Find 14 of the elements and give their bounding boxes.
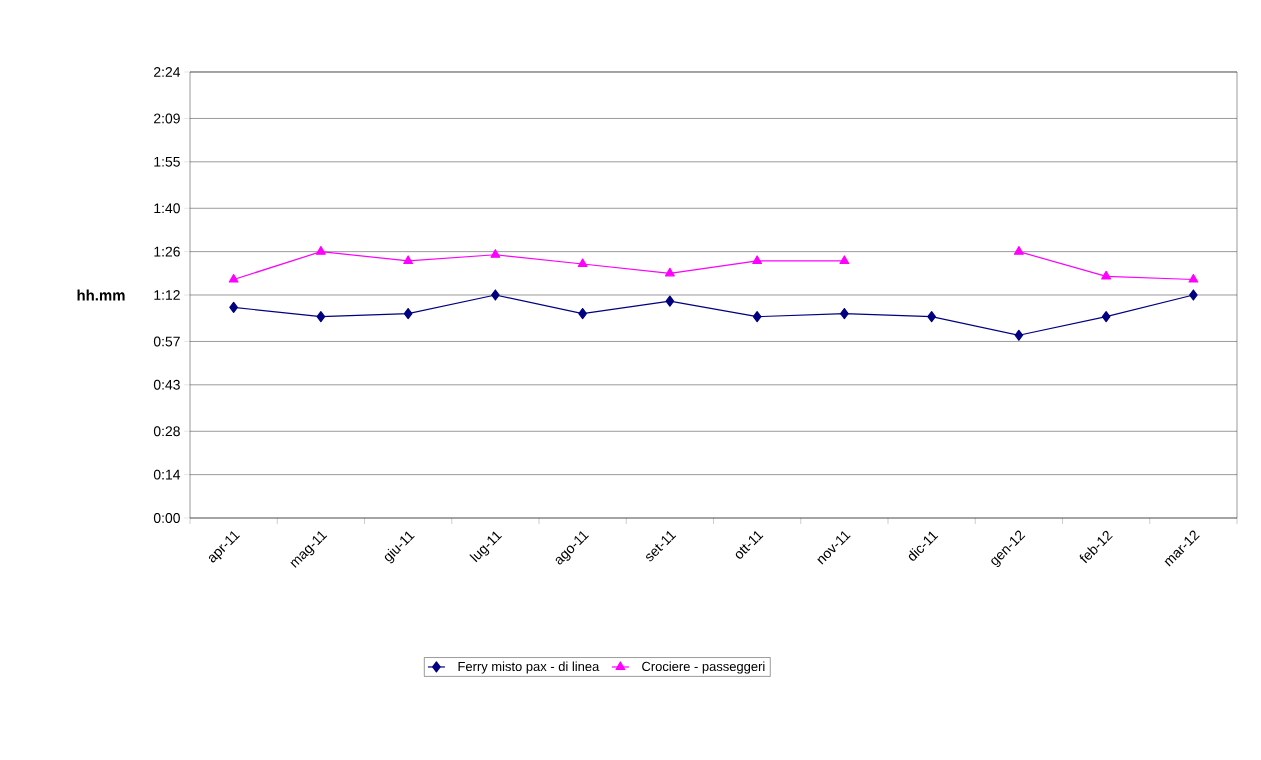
- y-tick-label: 1:26: [154, 246, 180, 257]
- y-tick-label: 0:28: [153, 426, 180, 437]
- y-tick-label: 1:55: [154, 156, 180, 167]
- y-tick-label: 0:14: [153, 469, 181, 480]
- y-tick-label: 2:09: [154, 113, 180, 124]
- legend-label: Ferry misto pax - di linea: [458, 661, 600, 674]
- y-tick-label: 0:57: [153, 336, 180, 347]
- y-tick-label: 0:43: [153, 379, 180, 390]
- y-axis-title: hh.mm: [77, 289, 125, 301]
- legend-label: Crociere - passeggeri: [642, 661, 765, 674]
- y-tick-label: 2:24: [154, 67, 181, 77]
- y-tick-label: 1:12: [154, 290, 180, 300]
- y-tick-label: 1:40: [154, 203, 180, 214]
- y-tick-label: 0:00: [153, 513, 180, 523]
